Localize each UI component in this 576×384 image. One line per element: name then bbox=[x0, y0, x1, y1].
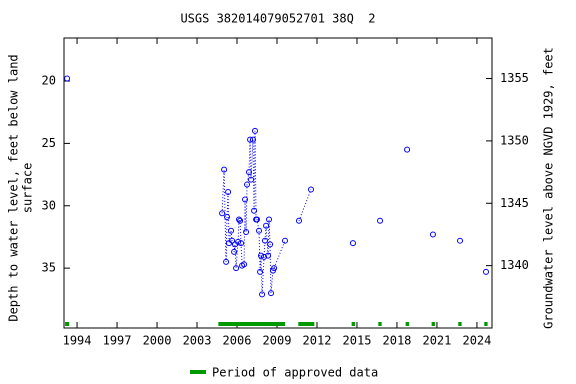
y-tick-label: 35 bbox=[42, 261, 56, 275]
data-point bbox=[64, 75, 71, 82]
x-tick-label: 2018 bbox=[383, 334, 412, 348]
x-tick-label: 2024 bbox=[462, 334, 491, 348]
data-point bbox=[268, 290, 275, 297]
data-point bbox=[258, 252, 265, 259]
data-point bbox=[238, 240, 245, 247]
data-point bbox=[257, 268, 264, 275]
x-tick-label: 1994 bbox=[63, 334, 92, 348]
data-point bbox=[483, 268, 490, 275]
approved-period bbox=[378, 322, 382, 326]
data-point bbox=[246, 169, 253, 176]
data-point bbox=[242, 196, 249, 203]
data-point bbox=[219, 210, 226, 217]
y2-tick-label: 1355 bbox=[500, 71, 529, 85]
legend-label: Period of approved data bbox=[212, 366, 378, 380]
approved-period bbox=[298, 322, 315, 326]
data-point bbox=[225, 189, 232, 196]
data-point bbox=[254, 216, 261, 223]
x-tick-label: 2015 bbox=[343, 334, 372, 348]
data-point bbox=[252, 127, 259, 134]
data-point bbox=[231, 248, 238, 255]
data-point bbox=[266, 216, 273, 223]
data-point bbox=[224, 213, 231, 220]
approved-period bbox=[405, 322, 409, 326]
y2-tick-label: 1340 bbox=[500, 258, 529, 272]
data-point bbox=[281, 237, 288, 244]
data-point bbox=[295, 217, 302, 224]
data-point bbox=[429, 231, 436, 238]
approved-period bbox=[218, 322, 285, 326]
data-point bbox=[229, 237, 236, 244]
approved-period bbox=[458, 322, 462, 326]
x-tick-label: 2000 bbox=[143, 334, 172, 348]
plot-frame bbox=[63, 37, 493, 329]
data-point bbox=[233, 265, 240, 272]
y-tick-label: 20 bbox=[42, 74, 56, 88]
approved-period bbox=[351, 322, 355, 326]
data-point bbox=[404, 146, 411, 153]
data-point bbox=[263, 222, 270, 229]
y-axis-label: surface bbox=[21, 163, 35, 214]
data-point bbox=[261, 253, 268, 260]
data-point bbox=[267, 241, 274, 248]
data-point bbox=[457, 237, 464, 244]
data-line bbox=[298, 189, 312, 221]
x-tick-label: 2009 bbox=[263, 334, 292, 348]
data-point bbox=[248, 176, 255, 183]
y2-tick-label: 1350 bbox=[500, 133, 529, 147]
data-point bbox=[259, 291, 266, 298]
chart-title: USGS 382014079052701 38Q 2 bbox=[180, 12, 375, 26]
data-point bbox=[228, 227, 235, 234]
data-point bbox=[243, 228, 250, 235]
data-point bbox=[262, 237, 269, 244]
data-point bbox=[237, 217, 244, 224]
x-tick-label: 1997 bbox=[103, 334, 132, 348]
data-point bbox=[236, 216, 243, 223]
data-point bbox=[256, 227, 263, 234]
data-point bbox=[247, 136, 254, 143]
data-point bbox=[235, 238, 242, 245]
approved-period bbox=[431, 322, 435, 326]
y-axis-label: Depth to water level, feet below land bbox=[7, 54, 21, 321]
data-point bbox=[241, 261, 248, 268]
x-tick-label: 2021 bbox=[422, 334, 451, 348]
data-point bbox=[265, 252, 272, 259]
data-point bbox=[221, 166, 228, 173]
y2-axis-label: Groundwater level above NGVD 1929, feet bbox=[542, 47, 556, 329]
data-point bbox=[223, 258, 230, 265]
data-point bbox=[244, 181, 251, 188]
data-point bbox=[250, 136, 257, 143]
x-tick-label: 2006 bbox=[223, 334, 252, 348]
approved-period bbox=[484, 322, 488, 326]
data-point bbox=[307, 186, 314, 193]
data-point bbox=[349, 240, 356, 247]
y-tick-label: 25 bbox=[42, 136, 56, 150]
y-tick-label: 30 bbox=[42, 198, 56, 212]
data-point bbox=[377, 217, 384, 224]
x-tick-label: 2012 bbox=[303, 334, 332, 348]
data-point bbox=[251, 207, 258, 214]
data-point bbox=[271, 265, 278, 272]
x-tick-label: 2003 bbox=[183, 334, 212, 348]
approved-period bbox=[65, 322, 70, 326]
y2-tick-label: 1345 bbox=[500, 196, 529, 210]
